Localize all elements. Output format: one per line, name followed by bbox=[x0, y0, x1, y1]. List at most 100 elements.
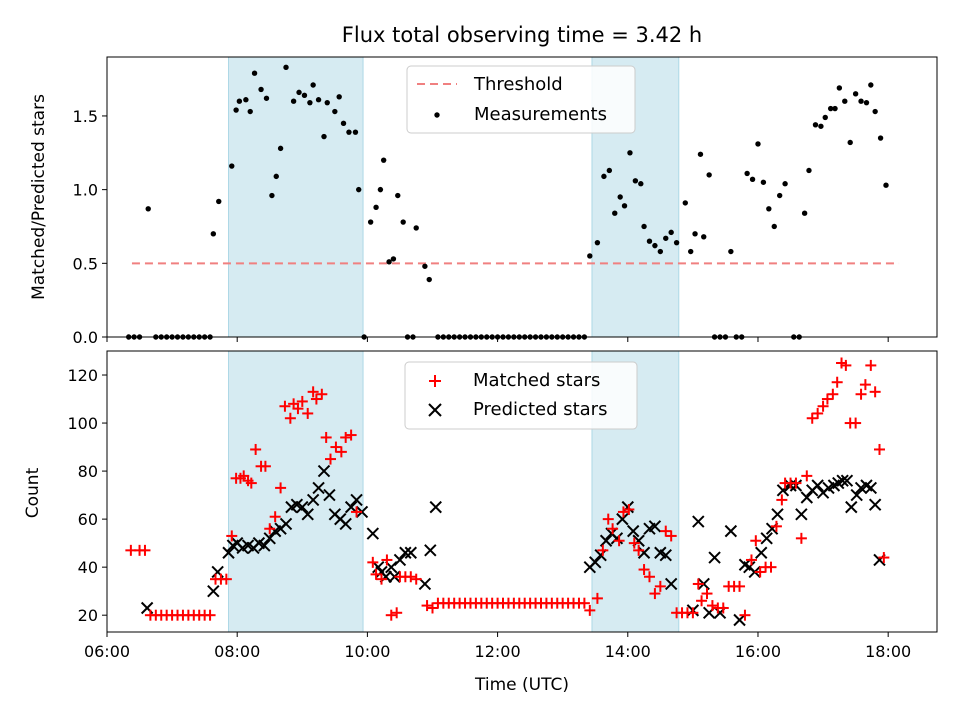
top-ytick-label: 0.5 bbox=[73, 254, 98, 273]
predicted-stars-point bbox=[627, 524, 640, 538]
measurement-point bbox=[883, 182, 889, 188]
measurement-point bbox=[377, 186, 384, 193]
predicted-stars-point bbox=[399, 546, 412, 559]
measurement-point bbox=[877, 135, 884, 141]
legend-predicted-label: Predicted stars bbox=[473, 399, 607, 420]
matched-stars-point bbox=[351, 506, 363, 518]
matched-stars-point bbox=[405, 571, 417, 583]
matched-stars-point bbox=[584, 604, 596, 616]
matched-stars-point bbox=[821, 393, 833, 405]
top-legend-box bbox=[406, 65, 636, 134]
matched-stars-point bbox=[602, 513, 614, 525]
shaded-interval-1 bbox=[228, 350, 364, 633]
measurement-point bbox=[236, 98, 243, 104]
xtick-label: 06:00 bbox=[84, 642, 130, 661]
matched-stars-point bbox=[269, 511, 281, 523]
matched-stars-point bbox=[316, 388, 328, 400]
measurement-point bbox=[233, 107, 239, 113]
predicted-stars-point bbox=[610, 532, 624, 545]
measurement-point bbox=[310, 82, 316, 88]
measurement-point bbox=[744, 170, 750, 177]
matched-stars-point bbox=[385, 609, 397, 621]
measurement-point bbox=[145, 206, 151, 212]
measurement-point bbox=[836, 85, 843, 91]
measurement-point bbox=[400, 219, 406, 225]
top-legend: Threshold Measurements bbox=[406, 65, 636, 134]
matched-stars-point bbox=[649, 588, 661, 600]
matched-stars-point bbox=[367, 556, 379, 568]
x-axis-label: Time (UTC) bbox=[474, 675, 569, 695]
measurement-point bbox=[413, 225, 419, 231]
measurement-point bbox=[617, 194, 623, 200]
matched-stars-point bbox=[292, 403, 304, 415]
matched-stars-point bbox=[264, 523, 276, 535]
matched-stars-point bbox=[335, 446, 347, 458]
measurement-point bbox=[606, 167, 613, 174]
matched-stars-point bbox=[275, 482, 287, 494]
predicted-stars-point bbox=[692, 515, 705, 528]
matched-stars-point bbox=[330, 441, 342, 453]
predicted-stars-point bbox=[708, 551, 721, 564]
predicted-stars-point bbox=[312, 481, 325, 495]
matched-stars-points bbox=[125, 357, 890, 621]
measurement-point bbox=[632, 178, 639, 184]
matched-stars-point bbox=[296, 395, 308, 407]
measurement-point bbox=[258, 86, 264, 93]
measurement-point bbox=[273, 173, 279, 180]
measurement-point bbox=[594, 239, 601, 246]
measurement-point bbox=[229, 163, 235, 169]
measurement-point bbox=[832, 105, 838, 112]
measurement-point bbox=[587, 253, 593, 259]
predicted-stars-point bbox=[317, 464, 331, 478]
measurement-point bbox=[243, 97, 249, 103]
predicted-stars-point bbox=[760, 532, 773, 545]
figure-title: Flux total observing time = 3.42 h bbox=[342, 23, 702, 47]
measurement-point bbox=[283, 64, 289, 71]
matched-stars-point bbox=[806, 412, 818, 424]
matched-stars-point bbox=[370, 568, 382, 580]
predicted-stars-point bbox=[279, 517, 293, 531]
matched-stars-point bbox=[310, 393, 322, 405]
predicted-stars-point bbox=[845, 500, 858, 514]
matched-stars-point bbox=[869, 386, 881, 398]
measurement-point bbox=[315, 97, 322, 103]
measurement-point bbox=[812, 122, 819, 128]
bottom-ytick-label: 80 bbox=[78, 462, 98, 481]
matched-stars-point bbox=[391, 607, 403, 619]
predicted-stars-point bbox=[429, 500, 442, 514]
xtick-label: 16:00 bbox=[735, 642, 781, 661]
predicted-stars-point bbox=[811, 479, 824, 492]
predicted-stars-point bbox=[659, 548, 672, 562]
matched-stars-point bbox=[831, 376, 843, 388]
predicted-stars-point bbox=[296, 500, 309, 514]
matched-stars-point bbox=[687, 607, 699, 619]
matched-stars-point bbox=[739, 609, 751, 621]
measurement-point bbox=[346, 129, 352, 135]
matched-stars-point bbox=[623, 504, 635, 516]
matched-stars-point bbox=[765, 561, 777, 573]
matched-stars-point bbox=[754, 566, 766, 578]
bottom-ytick-label: 60 bbox=[78, 510, 98, 529]
measurement-point bbox=[380, 157, 387, 163]
matched-stars-point bbox=[381, 554, 393, 566]
measurement-point bbox=[663, 235, 669, 241]
predicted-stars-point bbox=[637, 546, 651, 559]
matched-stars-point bbox=[340, 431, 352, 443]
matched-stars-point bbox=[259, 460, 271, 472]
measurement-point bbox=[426, 276, 432, 283]
matched-stars-point bbox=[613, 535, 625, 547]
top-y-axis-label: Matched/Predicted stars bbox=[29, 94, 49, 300]
measurement-point bbox=[601, 173, 607, 180]
measurement-point bbox=[801, 210, 808, 216]
measurement-point bbox=[251, 70, 258, 76]
bottom-y-axis-label: Count bbox=[23, 467, 43, 518]
measurement-point bbox=[247, 108, 253, 115]
matched-stars-point bbox=[817, 400, 829, 412]
legend-matched-label: Matched stars bbox=[473, 370, 600, 391]
measurement-point bbox=[688, 248, 694, 255]
matched-stars-point bbox=[812, 407, 824, 419]
measurement-point bbox=[858, 98, 864, 104]
predicted-stars-point bbox=[258, 539, 271, 552]
matched-stars-point bbox=[878, 552, 890, 564]
measurement-point bbox=[210, 231, 217, 237]
